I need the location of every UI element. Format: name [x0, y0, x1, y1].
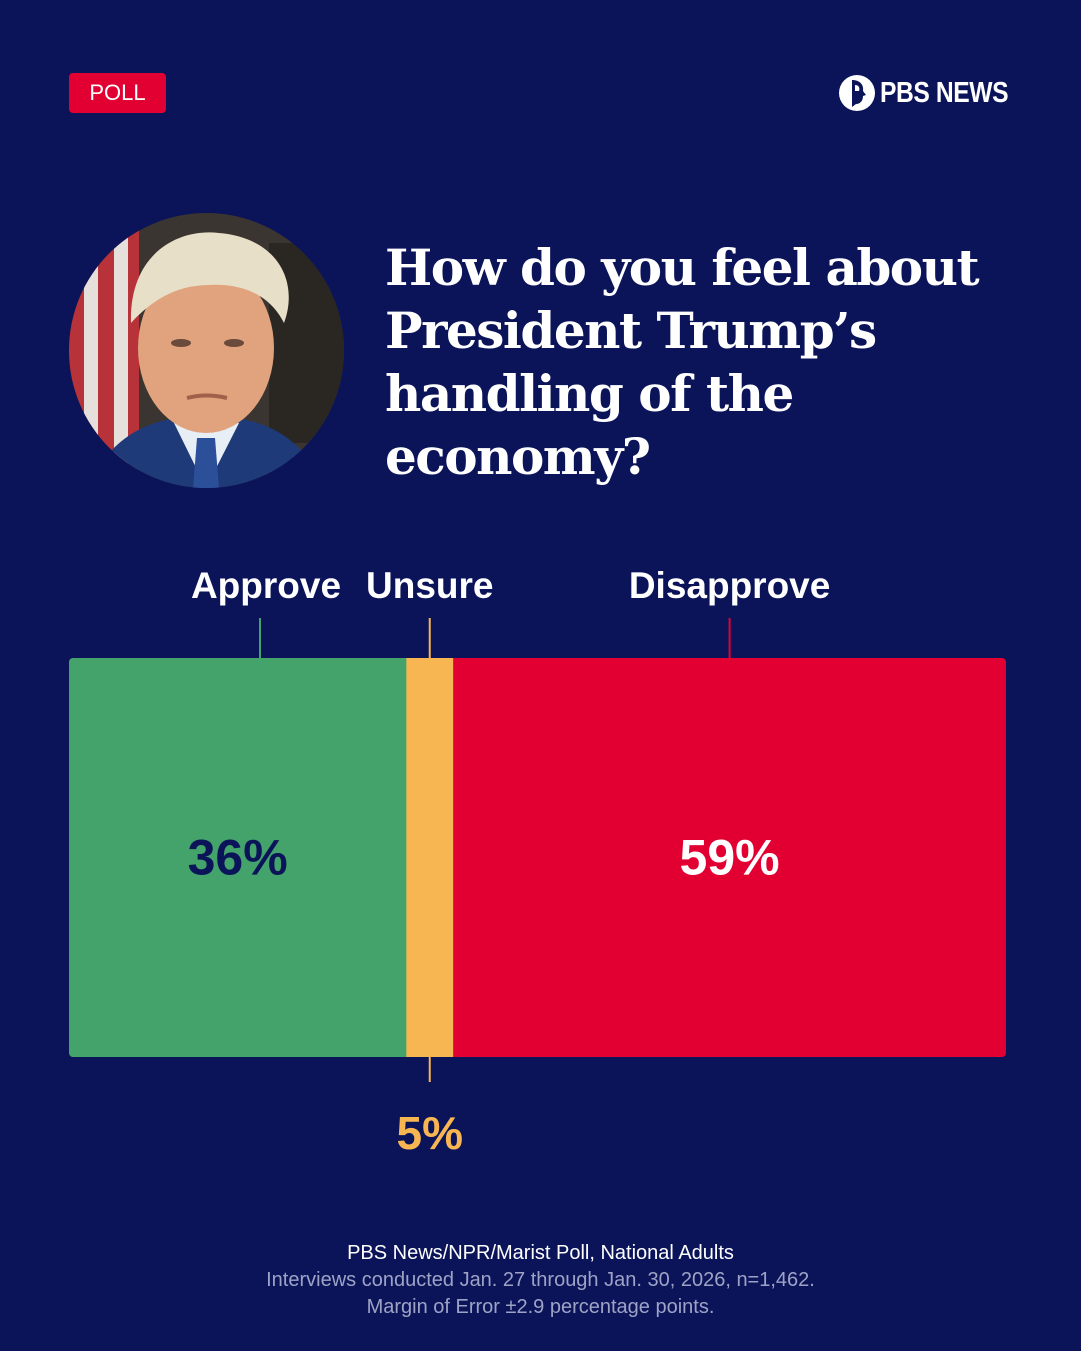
pbs-head-icon — [839, 75, 875, 111]
category-label-disapprove: Disapprove — [629, 565, 831, 606]
footer: PBS News/NPR/Marist Poll, National Adult… — [0, 1240, 1081, 1321]
logo-text: PBS NEWS — [880, 76, 1009, 109]
bar-approve — [69, 658, 407, 1057]
value-label-disapprove: 59% — [680, 830, 780, 886]
approval-stacked-bar-chart: Approve 36% Unsure 5% Disapprove 59% — [69, 565, 1006, 1159]
value-label-approve: 36% — [188, 830, 288, 886]
pbs-news-logo: PBS NEWS — [838, 74, 1031, 112]
bar-unsure — [406, 658, 454, 1057]
question-title: How do you feel about President Trump’s … — [385, 238, 980, 486]
footer-margin: Margin of Error ±2.9 percentage points. — [366, 1296, 715, 1318]
category-label-approve: Approve — [191, 565, 341, 606]
footer-interviews: Interviews conducted Jan. 27 through Jan… — [266, 1269, 815, 1291]
portrait-photo — [69, 213, 344, 488]
value-label-unsure: 5% — [397, 1107, 463, 1159]
category-label-unsure: Unsure — [366, 565, 493, 606]
poll-badge: POLL — [69, 73, 166, 113]
footer-source: PBS News/NPR/Marist Poll, National Adult… — [347, 1242, 734, 1264]
bar-disapprove — [453, 658, 1006, 1057]
